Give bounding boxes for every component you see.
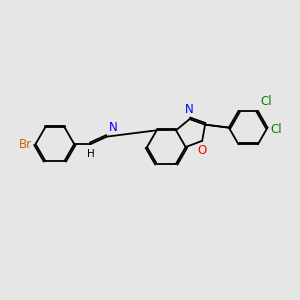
Text: O: O — [197, 144, 207, 158]
Text: Cl: Cl — [260, 95, 272, 108]
Text: H: H — [87, 149, 94, 159]
Text: N: N — [108, 121, 117, 134]
Text: Br: Br — [19, 138, 32, 151]
Text: Cl: Cl — [271, 123, 282, 136]
Text: N: N — [185, 103, 194, 116]
